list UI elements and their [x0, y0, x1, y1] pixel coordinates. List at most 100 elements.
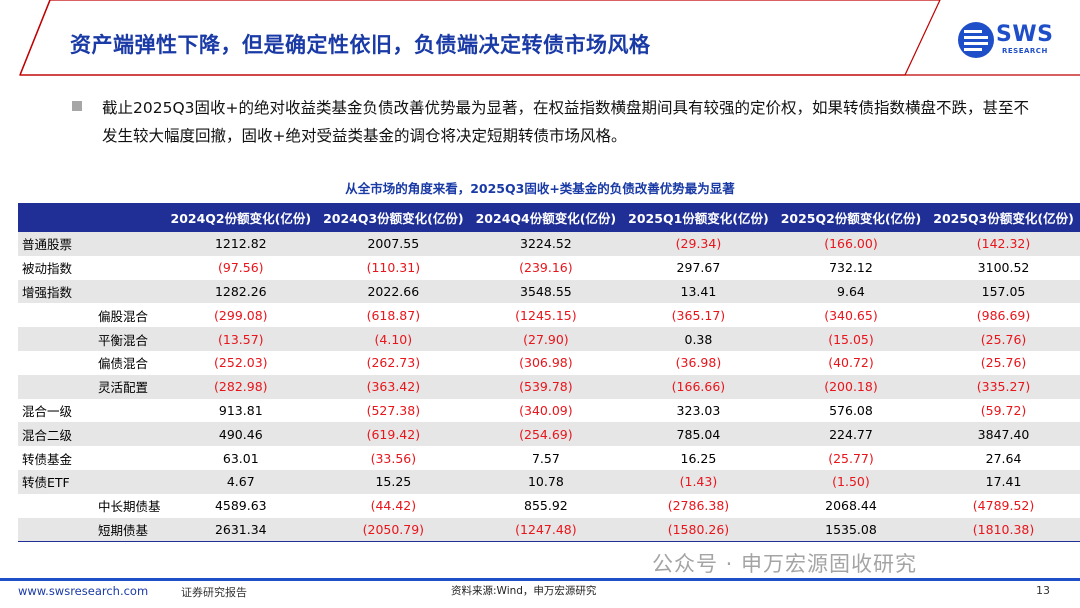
- table-cell: (4.10): [317, 327, 470, 351]
- table-cell: (27.90): [469, 327, 623, 351]
- table-cell: (59.72): [980, 402, 1027, 418]
- footer-url[interactable]: www.swsresearch.com: [18, 584, 149, 598]
- table-cell: 576.08: [829, 402, 873, 418]
- table-cell: 157.05: [927, 279, 1080, 304]
- table-cell: (166.66): [622, 374, 775, 399]
- table-cell: 732.12: [829, 260, 873, 276]
- table-cell: 63.01: [222, 450, 259, 466]
- table-row: 平衡混合 (13.57) (4.10) (27.90) 0.38 (15.05) (25.7…: [18, 327, 1080, 351]
- table-cell: (363.42): [317, 374, 470, 399]
- table-cell: (365.17): [671, 307, 726, 323]
- page-number: 13: [1036, 584, 1050, 597]
- table-cell: (4789.52): [972, 498, 1035, 514]
- bullet-text: 截止2025Q3固收+的绝对收益类基金负债改善优势最为显著，在权益指数横盘期间具…: [102, 99, 1029, 145]
- table-cell: (1.43): [622, 469, 775, 494]
- table-cell: 855.92: [524, 498, 568, 514]
- table-cell: (282.98): [164, 374, 318, 399]
- table-cell: 2631.34: [164, 517, 318, 543]
- table-cell: 4.67: [164, 469, 318, 494]
- table-cell: 3224.52: [469, 232, 623, 256]
- footer-report-type: 证券研究报告: [181, 586, 247, 599]
- table-cell: 0.38: [622, 327, 775, 351]
- table-cell: 10.78: [469, 469, 623, 494]
- table-cell: 2007.55: [317, 232, 470, 256]
- table-header-row: 2024Q2份额变化(亿份) 2024Q3份额变化(亿份) 2024Q4份额变化(亿…: [18, 203, 1080, 232]
- row-label: 偏债混合: [98, 356, 149, 372]
- table-cell: 3548.55: [469, 279, 623, 304]
- table-row: 转债ETF 4.67 15.25 10.78 (1.43) (1.50) 17.41: [18, 469, 1080, 494]
- table-cell: (527.38): [366, 402, 421, 418]
- table-cell: 913.81: [218, 402, 263, 418]
- table-cell: (335.27): [927, 374, 1080, 399]
- logo-wordmark: SWS: [996, 22, 1054, 47]
- table-row: 灵活配置 (282.98) (363.42) (539.78) (166.66) (200…: [18, 374, 1080, 399]
- table-cell: 224.77: [774, 422, 928, 447]
- column-header: 2024Q3份额变化(亿份): [317, 203, 470, 232]
- table-row: 偏股混合 (299.08) (618.87) (1245.15) (365.17) (34…: [18, 303, 1080, 327]
- table-cell: (29.34): [622, 232, 775, 256]
- table-cell: (340.09): [519, 402, 573, 418]
- table-row: 偏债混合 (252.03) (262.73) (306.98) (36.98) (40.7…: [18, 351, 1080, 375]
- table-cell: (25.76): [980, 355, 1027, 371]
- column-header: 2025Q3份额变化(亿份): [927, 203, 1080, 232]
- table-cell: 1535.08: [774, 517, 928, 543]
- table-cell: (13.57): [164, 327, 318, 351]
- title-banner-shape: [19, 0, 1080, 76]
- sws-logo-icon: [958, 22, 994, 58]
- table-row: 被动指数 (97.56) (110.31) (239.16) 297.67 732.12 3…: [18, 256, 1080, 280]
- watermark: 公众号 · 申万宏源固收研究: [652, 552, 918, 576]
- header-cell-blank: [18, 203, 165, 232]
- row-label: 混合二级: [18, 422, 165, 447]
- table-cell: 3100.52: [977, 260, 1030, 276]
- table-cell: (340.65): [824, 307, 878, 323]
- table-cell: 323.03: [676, 402, 721, 418]
- table-cell: (200.18): [774, 374, 928, 399]
- footer-source: 资料来源:Wind，申万宏源研究: [451, 585, 597, 597]
- table-cell: (299.08): [214, 307, 268, 323]
- table-cell: (1580.26): [622, 517, 775, 543]
- table-cell: (110.31): [366, 260, 421, 276]
- table-cell: 17.41: [927, 469, 1080, 494]
- column-header: 2025Q2份额变化(亿份): [774, 203, 928, 232]
- table-cell: (97.56): [218, 260, 264, 276]
- bullet-square-icon: [72, 101, 82, 111]
- table-cell: (539.78): [469, 374, 623, 399]
- table-row: 混合二级 490.46 (619.42) (254.69) 785.04 224.77 38…: [18, 422, 1080, 447]
- table-cell: 297.67: [676, 260, 721, 276]
- row-label: 普通股票: [18, 232, 165, 256]
- table-cell: (262.73): [366, 355, 421, 371]
- table-cell: (142.32): [927, 232, 1080, 256]
- table-cell: 4589.63: [214, 498, 267, 514]
- table-row: 短期债基 2631.34 (2050.79) (1247.48) (1580.26) 15…: [18, 517, 1080, 543]
- table-cell: 7.57: [531, 450, 560, 466]
- table-cell: 785.04: [622, 422, 775, 447]
- table-cell: (2786.38): [667, 498, 730, 514]
- table-cell: (619.42): [317, 422, 470, 447]
- table-cell: (1247.48): [469, 517, 623, 543]
- table-cell: (44.42): [370, 498, 417, 514]
- table-title: 从全市场的角度来看，2025Q3固收+类基金的负债改善优势最为显著: [345, 181, 735, 196]
- table-cell: (2050.79): [317, 517, 470, 543]
- table-cell: 2022.66: [317, 279, 470, 304]
- table-cell: 27.64: [985, 450, 1022, 466]
- table-cell: 16.25: [680, 450, 717, 466]
- table-cell: (25.76): [927, 327, 1080, 351]
- table-cell: (166.00): [774, 232, 928, 256]
- table-row: 转债基金 63.01 (33.56) 7.57 16.25 (25.77) 27.64: [18, 446, 1080, 470]
- table-cell: (33.56): [370, 450, 417, 466]
- table-cell: (40.72): [828, 355, 874, 371]
- table-body: 普通股票 1212.82 2007.55 3224.52 (29.34) (166.00)…: [18, 232, 1080, 543]
- table-cell: 9.64: [774, 279, 928, 304]
- table-cell: (25.77): [828, 450, 874, 466]
- row-label: 中长期债基: [98, 499, 161, 515]
- table-cell: (252.03): [214, 355, 268, 371]
- row-label: 短期债基: [18, 517, 165, 543]
- row-label: 转债基金: [22, 451, 73, 467]
- column-header: 2025Q1份额变化(亿份): [622, 203, 775, 232]
- table-row: 增强指数 1282.26 2022.66 3548.55 13.41 9.64 157.05: [18, 279, 1080, 304]
- table-cell: (1245.15): [515, 307, 577, 323]
- table-cell: (1810.38): [927, 517, 1080, 543]
- table-cell: (15.05): [774, 327, 928, 351]
- table-cell: (36.98): [675, 355, 722, 371]
- table-cell: 13.41: [622, 279, 775, 304]
